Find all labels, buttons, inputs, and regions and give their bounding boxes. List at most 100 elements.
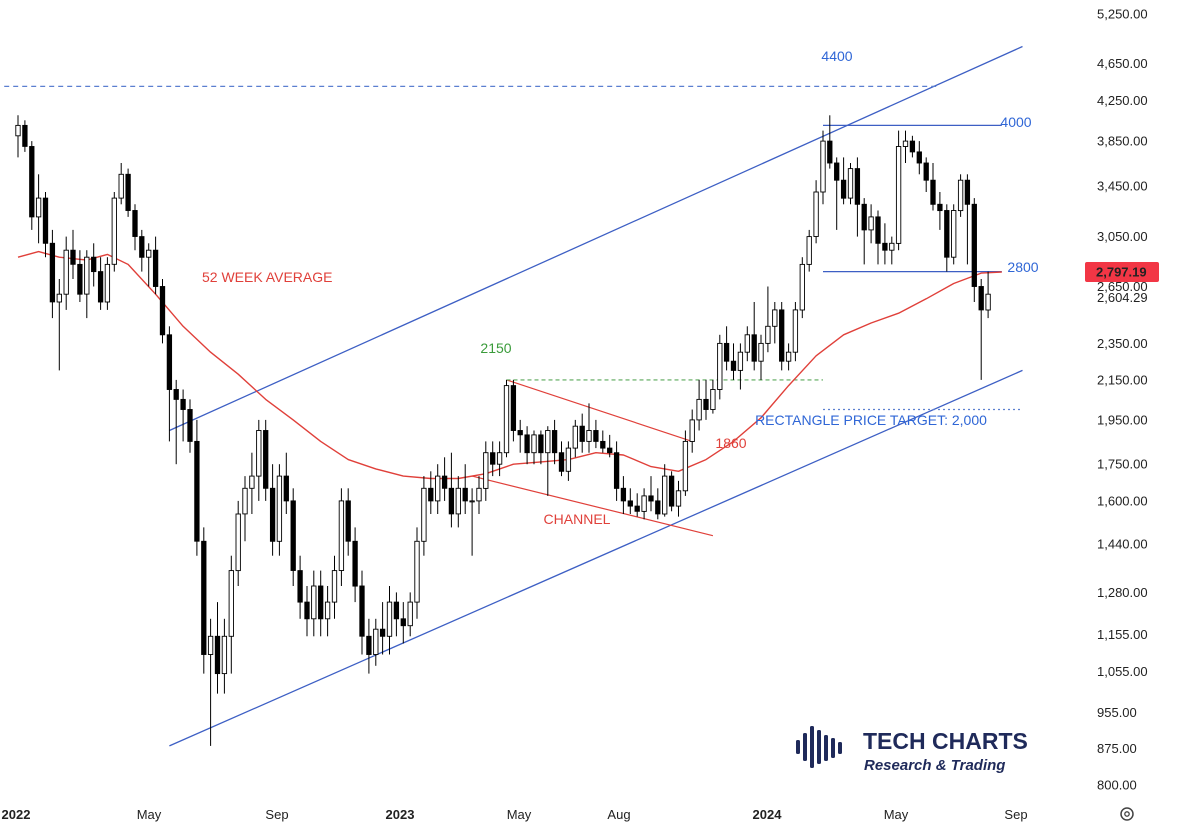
candle — [324, 586, 331, 637]
y-tick-label: 1,950.00 — [1097, 412, 1148, 427]
candle-body — [49, 242, 56, 303]
candle-body — [490, 452, 496, 465]
candle — [951, 204, 957, 265]
candle — [607, 434, 613, 458]
candle — [875, 210, 881, 265]
candle — [531, 430, 537, 465]
candle-body — [806, 236, 812, 265]
candle-body — [297, 570, 303, 603]
candle-body — [77, 263, 83, 295]
candle — [462, 464, 468, 514]
candle — [813, 180, 819, 244]
candle-body — [723, 342, 730, 362]
candle-body — [318, 585, 324, 620]
candle-body — [985, 293, 991, 311]
candle — [854, 157, 861, 237]
candle-body — [276, 475, 283, 542]
candle-body — [22, 124, 28, 147]
candle — [538, 430, 544, 465]
candle — [902, 130, 909, 163]
candle-body — [448, 487, 455, 515]
candle-body — [813, 191, 819, 237]
candle — [15, 115, 21, 158]
label-channel: CHANNEL — [544, 511, 611, 527]
candle-body — [201, 540, 207, 655]
candle — [263, 419, 269, 501]
candle — [352, 527, 358, 603]
candle-body — [407, 601, 413, 627]
candle — [889, 236, 895, 265]
candle — [662, 464, 668, 517]
gear-icon[interactable] — [1120, 807, 1134, 821]
candle — [42, 192, 49, 258]
x-tick-label: May — [137, 807, 162, 822]
candle — [414, 527, 420, 619]
candle — [63, 236, 69, 310]
candle — [579, 413, 585, 453]
candle-body — [861, 203, 867, 231]
candle-body — [737, 351, 744, 371]
candle-body — [269, 487, 276, 542]
candles-layer — [15, 115, 991, 746]
y-tick-label: 875.00 — [1097, 741, 1137, 756]
candle — [476, 476, 482, 514]
candle — [159, 279, 166, 344]
candle — [228, 555, 234, 674]
candle-body — [834, 162, 840, 181]
candle — [964, 174, 971, 265]
trendline-falling-channel-top — [506, 379, 693, 442]
current-price-tag: 2,797.19 — [1085, 262, 1159, 282]
candle-body — [435, 475, 441, 502]
candle — [448, 452, 455, 528]
candle-body — [249, 475, 255, 489]
candle — [985, 271, 991, 319]
candle — [359, 570, 365, 655]
candle-body — [765, 325, 771, 344]
candle-body — [15, 124, 21, 137]
candle — [593, 419, 599, 449]
candle-body — [675, 490, 682, 507]
candle-body — [613, 452, 620, 489]
y-tick-label: 3,850.00 — [1097, 134, 1148, 149]
candle-body — [331, 570, 338, 603]
candle — [283, 452, 289, 514]
candle-body — [875, 216, 881, 244]
candle-body — [400, 618, 406, 627]
logo-subtitle: Research & Trading — [864, 757, 1005, 774]
candle-body — [393, 601, 400, 620]
candle — [957, 174, 964, 217]
trendline-layer — [4, 45, 1023, 747]
candle-body — [655, 500, 661, 515]
candle — [91, 243, 97, 287]
candle-body — [311, 585, 317, 620]
candle — [214, 602, 221, 694]
candle-body — [785, 351, 792, 362]
candle-body — [758, 342, 764, 362]
candle — [311, 570, 317, 637]
candle — [668, 471, 675, 512]
candle — [847, 163, 854, 205]
candle — [146, 243, 152, 287]
candle-body — [717, 342, 723, 390]
candle-body — [283, 475, 289, 502]
candle — [379, 602, 386, 655]
candle-body — [373, 628, 379, 655]
x-tick-label: 2022 — [2, 807, 31, 822]
candle — [70, 229, 76, 279]
candle-body — [441, 475, 448, 489]
candle — [765, 286, 771, 353]
logo-bar — [803, 733, 807, 761]
candle — [895, 130, 902, 251]
candle-body — [256, 430, 262, 477]
y-tick-label: 1,600.00 — [1097, 493, 1148, 508]
candle — [909, 135, 916, 158]
candle-body — [42, 197, 49, 244]
y-tick-label: 800.00 — [1097, 778, 1137, 793]
candle — [923, 157, 929, 192]
candle-body — [379, 628, 386, 637]
candle-body — [772, 309, 778, 327]
candle — [304, 586, 310, 637]
candle-body — [414, 540, 420, 603]
candle — [483, 441, 489, 501]
